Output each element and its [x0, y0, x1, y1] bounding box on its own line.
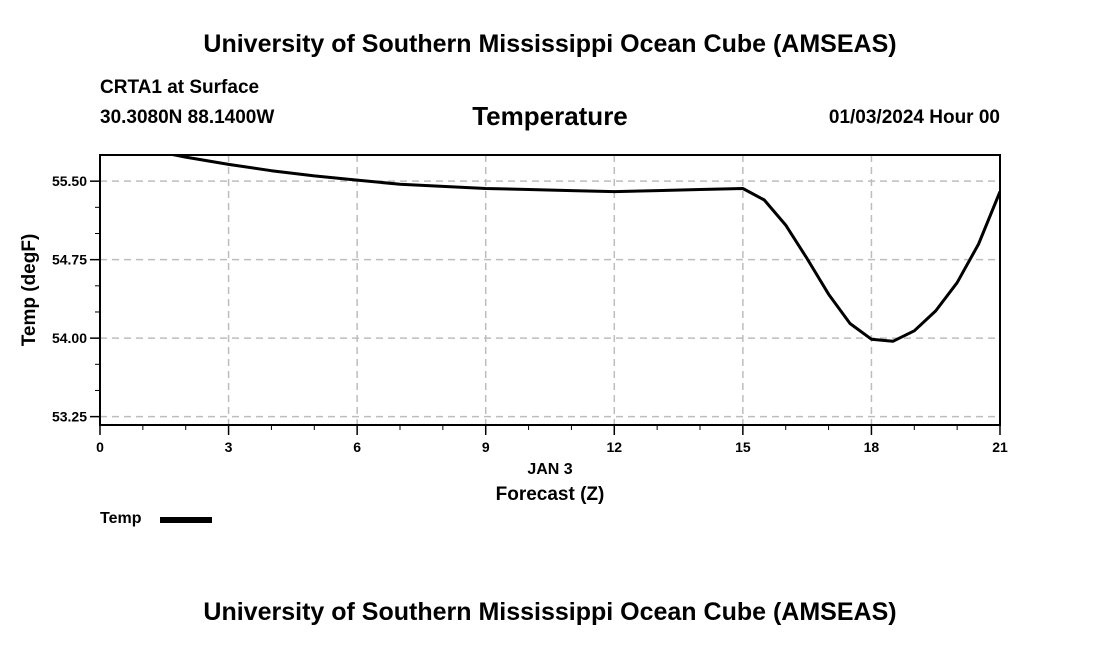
y-tick-label: 54.00 [52, 330, 87, 346]
temp-data-point [270, 169, 273, 172]
y-axis-label: Temp (degF) [19, 234, 40, 347]
temp-data-point [570, 189, 573, 192]
temp-data-point [356, 179, 358, 181]
x-tick-label: 3 [225, 439, 233, 455]
temp-data-point [484, 187, 487, 190]
temp-data-point [656, 189, 658, 192]
x-tick-label: 15 [735, 439, 751, 455]
temp-data-point [184, 156, 187, 158]
x-tick-label: 18 [864, 439, 880, 455]
y-tick-label: 55.50 [52, 173, 87, 189]
x-tick-label: 0 [96, 439, 104, 455]
temp-data-point [827, 293, 830, 296]
temp-data-point [142, 148, 144, 150]
temp-data-point [227, 163, 230, 166]
temp-data-point [399, 183, 401, 186]
x-tick-label: 12 [606, 439, 622, 455]
axis-layer: 0 3 6 9 12 15 18 21 53.25 54.00 54.75 55.50 [52, 173, 1008, 455]
x-tick-label: 9 [482, 439, 490, 455]
chart-title-bottom: University of Southern Mississippi Ocean… [203, 598, 897, 626]
temp-data-point [527, 188, 530, 191]
x-axis-label: Forecast (Z) [496, 484, 605, 505]
temp-data-point [613, 190, 616, 193]
y-tick-label: 54.75 [52, 252, 87, 268]
temp-data-point [956, 281, 958, 284]
temp-data-point [699, 188, 701, 191]
temp-data-point [934, 310, 937, 312]
x-tick-label: 21 [992, 439, 1008, 455]
forecast-datetime: 01/03/2024 Hour 00 [828, 107, 1000, 128]
chart-title-top: University of Southern Mississippi Ocean… [203, 30, 897, 58]
temp-data-point [442, 185, 444, 188]
temp-data-point [763, 199, 766, 201]
grid-layer [100, 155, 1000, 425]
legend-line-swatch [160, 517, 212, 523]
temp-series-line [167, 155, 1000, 343]
x-tick-label: 6 [353, 439, 361, 455]
station-coordinates: 30.3080N 88.1400W [100, 107, 275, 128]
x-axis-date-label: JAN 3 [527, 461, 572, 478]
temp-data-point [784, 224, 787, 226]
temp-data-point [742, 187, 744, 190]
station-label: CRTA1 at Surface [100, 77, 260, 98]
plot-frame [99, 154, 1001, 426]
temp-data-point [892, 340, 894, 343]
temp-data-point [313, 175, 316, 177]
series-layer [99, 139, 1000, 343]
legend-label: Temp [100, 510, 142, 527]
y-tick-label: 53.25 [52, 409, 87, 425]
variable-title: Temperature [472, 101, 628, 131]
temp-data-point [977, 243, 980, 245]
temp-data-point [849, 322, 851, 325]
temp-data-point [913, 330, 916, 332]
temp-data-point [806, 257, 808, 260]
temp-data-point [99, 139, 101, 141]
temp-data-point [870, 338, 873, 341]
